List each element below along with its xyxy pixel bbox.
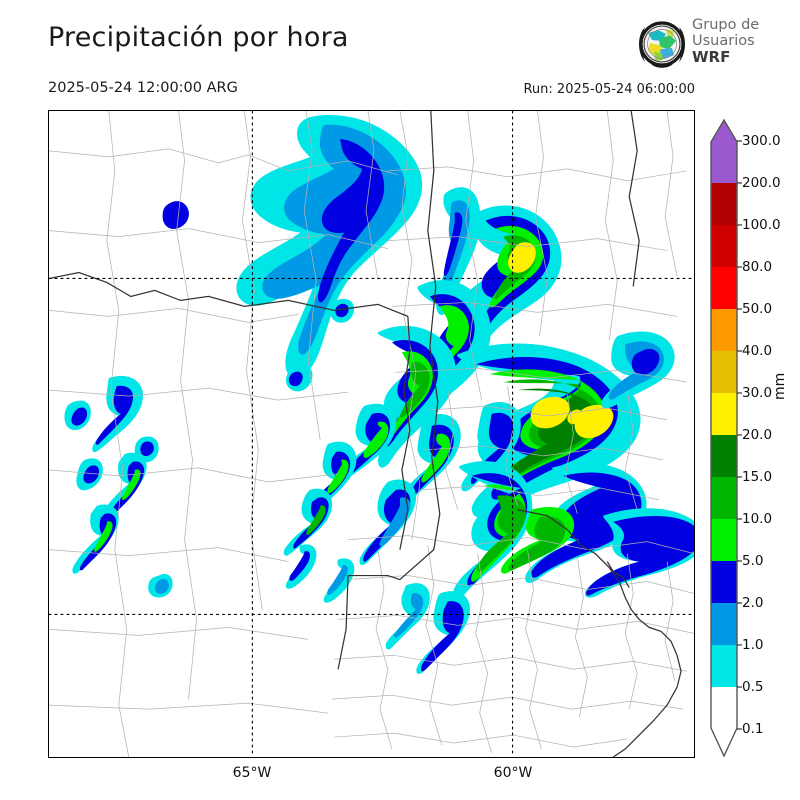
logo-line-1: Grupo de xyxy=(692,17,760,33)
x-tick-label-60W: 60°W xyxy=(493,765,533,781)
precip-layer xyxy=(64,115,694,675)
logo-wordmark: Grupo de Usuarios WRF xyxy=(692,17,759,65)
valid-time-label: 2025-05-24 12:00:00 ARG xyxy=(48,80,238,96)
colorbar-tick-label-10: 10.0 xyxy=(742,511,773,527)
colorbar-tick-label-20: 20.0 xyxy=(742,427,773,443)
colorbar-canvas xyxy=(710,118,742,758)
logo: Grupo de Usuarios WRF xyxy=(636,17,796,75)
colorbar-tick-label-300: 300.0 xyxy=(742,133,781,149)
colorbar-tick-label-1: 1.0 xyxy=(742,637,764,653)
colorbar-tick-label-05: 0.5 xyxy=(742,679,764,695)
colorbar-outline xyxy=(710,118,738,758)
model-run-label: Run: 2025-05-24 06:00:00 xyxy=(523,82,695,97)
colorbar-tick-label-80: 80.0 xyxy=(742,259,773,275)
precipitation-map[interactable] xyxy=(48,110,695,758)
admin-boundaries-layer xyxy=(49,111,694,757)
map-canvas xyxy=(49,111,694,757)
precip-northern-band xyxy=(162,115,445,392)
colorbar-tick-label-50: 50.0 xyxy=(742,301,773,317)
colorbar-tick-label-40: 40.0 xyxy=(742,343,773,359)
precip-central-cluster xyxy=(283,280,694,599)
province-borders-layer xyxy=(49,111,682,757)
colorbar-tick-label-2: 2.0 xyxy=(742,595,764,611)
colorbar-tick-label-30: 30.0 xyxy=(742,385,773,401)
graticule-layer xyxy=(49,111,694,757)
colorbar-tick-label-100: 100.0 xyxy=(742,217,781,233)
precip-southern-cells xyxy=(64,298,470,675)
colorbar-tick-label-15: 15.0 xyxy=(742,469,773,485)
colorbar-tick-label-200: 200.0 xyxy=(742,175,781,191)
logo-line-2: Usuarios xyxy=(692,33,755,49)
colorbar-unit-label: mm xyxy=(772,372,788,400)
colorbar-tick-label-01: 0.1 xyxy=(742,721,764,737)
colorbar-tick-label-5: 5.0 xyxy=(742,553,764,569)
globe-seal-icon xyxy=(639,21,685,68)
colorbar-ticks xyxy=(737,140,742,730)
colorbar-swatches xyxy=(711,120,737,756)
logo-line-3: WRF xyxy=(692,48,731,66)
page-title: Precipitación por hora xyxy=(48,22,349,53)
x-tick-label-65W: 65°W xyxy=(232,765,272,781)
colorbar[interactable]: 300.0 200.0 100.0 80.0 50.0 40.0 30.0 20… xyxy=(710,118,781,758)
